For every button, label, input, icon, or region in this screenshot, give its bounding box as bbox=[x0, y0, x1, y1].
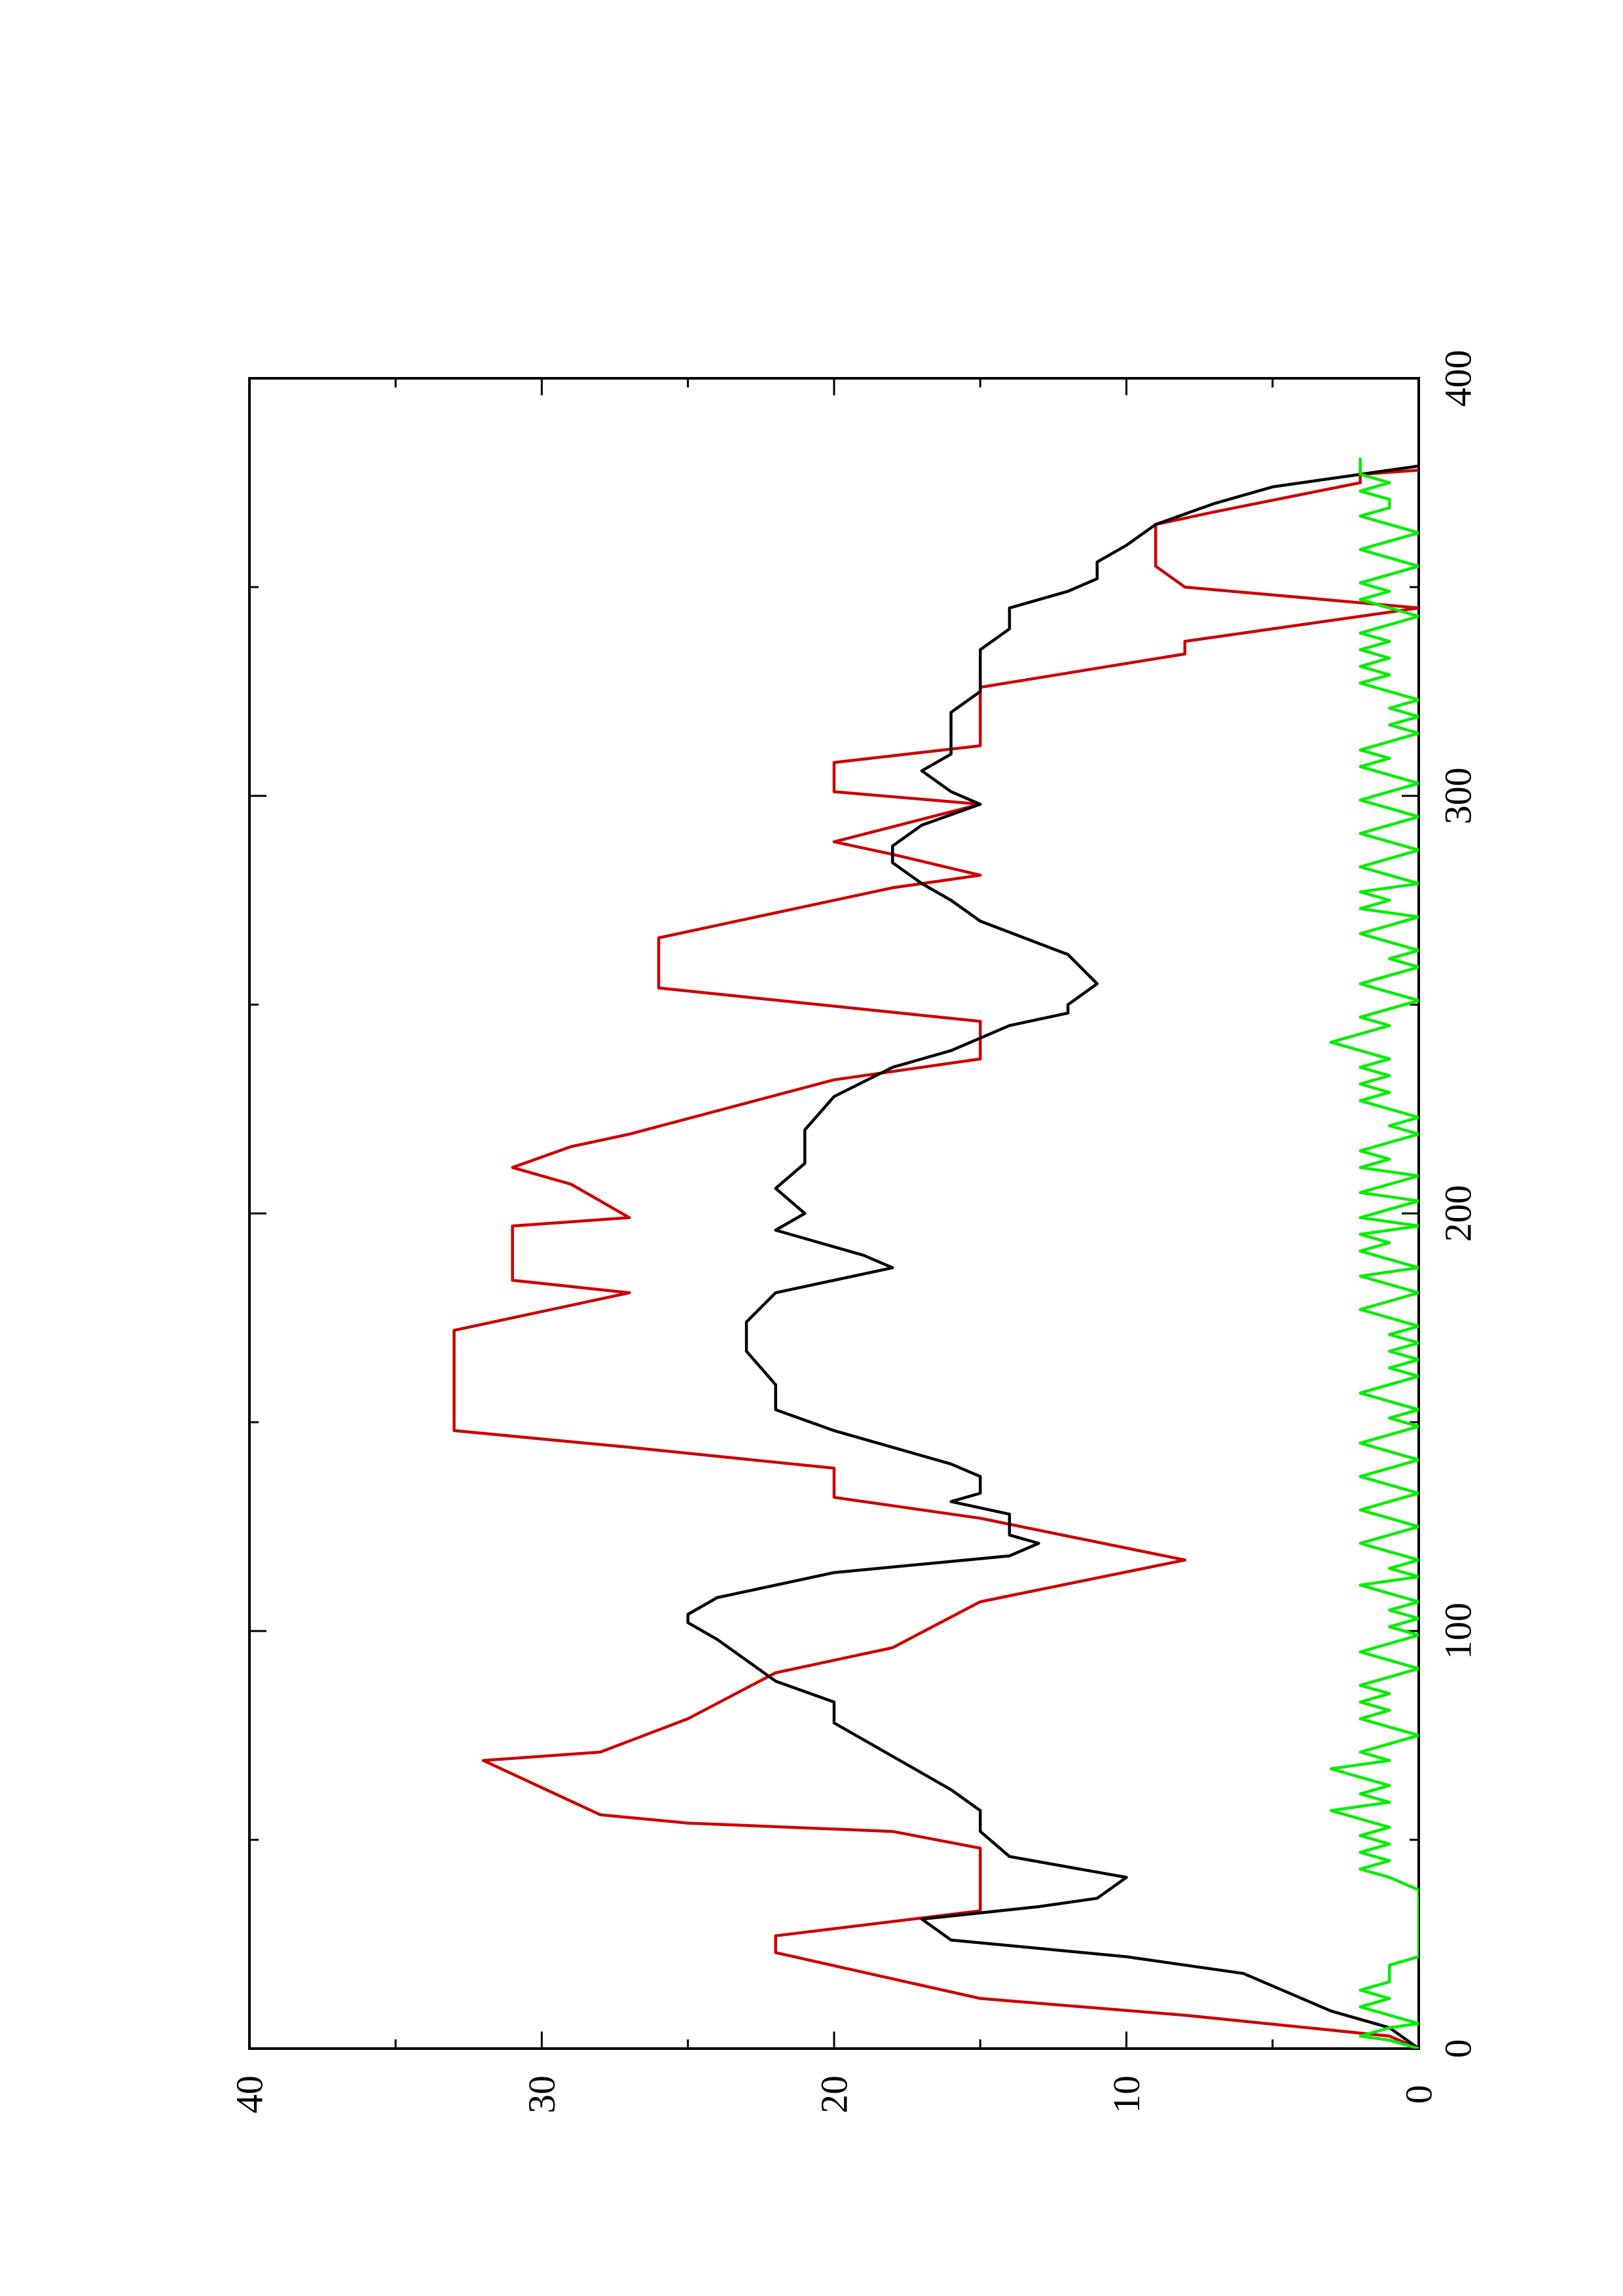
series-line-2 bbox=[686, 464, 1419, 2049]
y-tick-label: 10 bbox=[1105, 2075, 1148, 2113]
plot-frame bbox=[248, 377, 1420, 2050]
y-tick-label: 30 bbox=[520, 2075, 563, 2113]
x-tick-label: 0 bbox=[1437, 2039, 1480, 2058]
plot-area: 0 100 200 300 400 0 10 20 30 40 bbox=[228, 350, 1480, 2114]
y-tick-label: 0 bbox=[1398, 2085, 1440, 2104]
x-tick-label: 200 bbox=[1437, 1185, 1480, 1242]
x-tick-label: 100 bbox=[1437, 1603, 1480, 1660]
series-line-1 bbox=[452, 469, 1419, 2049]
x-tick-label: 400 bbox=[1437, 350, 1480, 407]
series-line-3 bbox=[1329, 457, 1419, 2049]
y-tick-label: 20 bbox=[813, 2075, 856, 2113]
x-tick-label: 300 bbox=[1437, 768, 1480, 825]
y-tick-label: 40 bbox=[228, 2075, 271, 2113]
